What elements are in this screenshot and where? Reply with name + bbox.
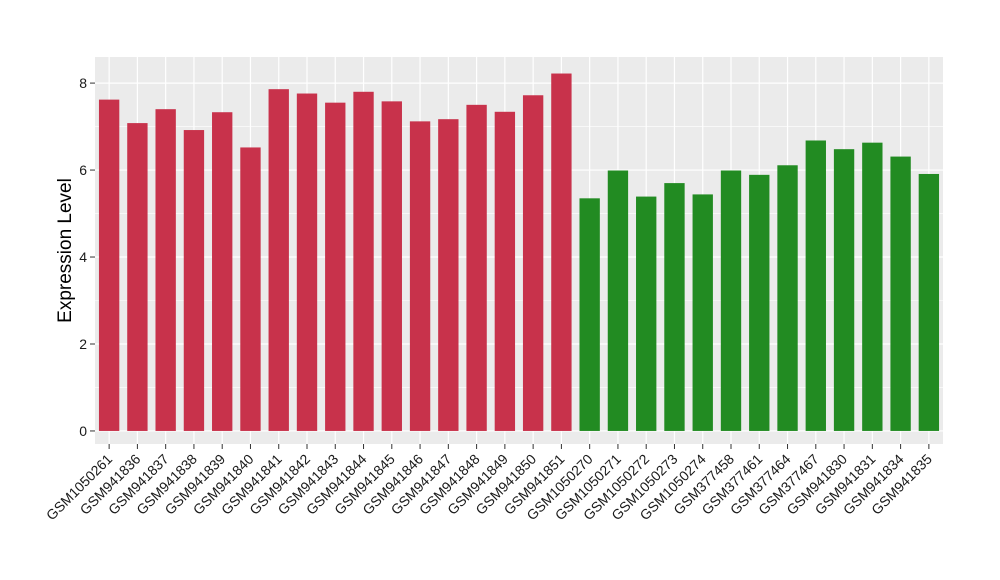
x-axis: GSM1050261GSM941836GSM941837GSM941838GSM… <box>43 444 935 523</box>
bar-GSM377467 <box>805 140 826 431</box>
plot-panel <box>95 57 943 444</box>
bar-GSM941835 <box>918 173 940 431</box>
bar-GSM1050270 <box>579 198 600 431</box>
y-tick-label: 8 <box>79 75 87 91</box>
y-tick-label: 6 <box>79 162 87 178</box>
bar-GSM1050272 <box>636 196 657 431</box>
bar-GSM941842 <box>296 93 318 431</box>
y-tick-label: 0 <box>79 423 87 439</box>
bar-GSM377458 <box>720 170 742 431</box>
bar-GSM941830 <box>833 149 855 431</box>
bar-GSM941847 <box>438 119 459 431</box>
y-axis: 0 2 4 6 8 <box>79 75 95 439</box>
bar-GSM1050271 <box>607 170 629 431</box>
bar-GSM1050273 <box>664 183 685 431</box>
bar-GSM377464 <box>777 165 798 431</box>
bar-GSM941834 <box>890 156 911 431</box>
y-tick-label: 4 <box>79 249 87 265</box>
bar-GSM941831 <box>862 142 883 431</box>
bar-GSM941849 <box>494 111 516 431</box>
bar-GSM941841 <box>268 89 289 431</box>
y-tick-label: 2 <box>79 336 87 352</box>
bar-GSM941836 <box>127 123 148 431</box>
bar-GSM941850 <box>522 95 544 431</box>
bar-GSM941844 <box>353 91 374 431</box>
bar-GSM941845 <box>381 101 402 431</box>
bar-GSM941848 <box>466 104 487 431</box>
bar-GSM941838 <box>183 130 205 431</box>
bar-GSM941837 <box>155 109 176 431</box>
y-axis-title: Expression Level <box>55 178 76 323</box>
bar-GSM941839 <box>212 112 233 431</box>
grid-minor <box>95 126 943 388</box>
bar-GSM1050261 <box>98 99 120 431</box>
bar-GSM941846 <box>409 121 431 431</box>
bar-GSM377461 <box>749 174 770 431</box>
bar-GSM1050274 <box>692 194 713 431</box>
bar-GSM941840 <box>240 147 261 431</box>
bar-GSM941843 <box>325 102 346 431</box>
bar-GSM941851 <box>551 73 572 431</box>
bars <box>98 73 940 431</box>
